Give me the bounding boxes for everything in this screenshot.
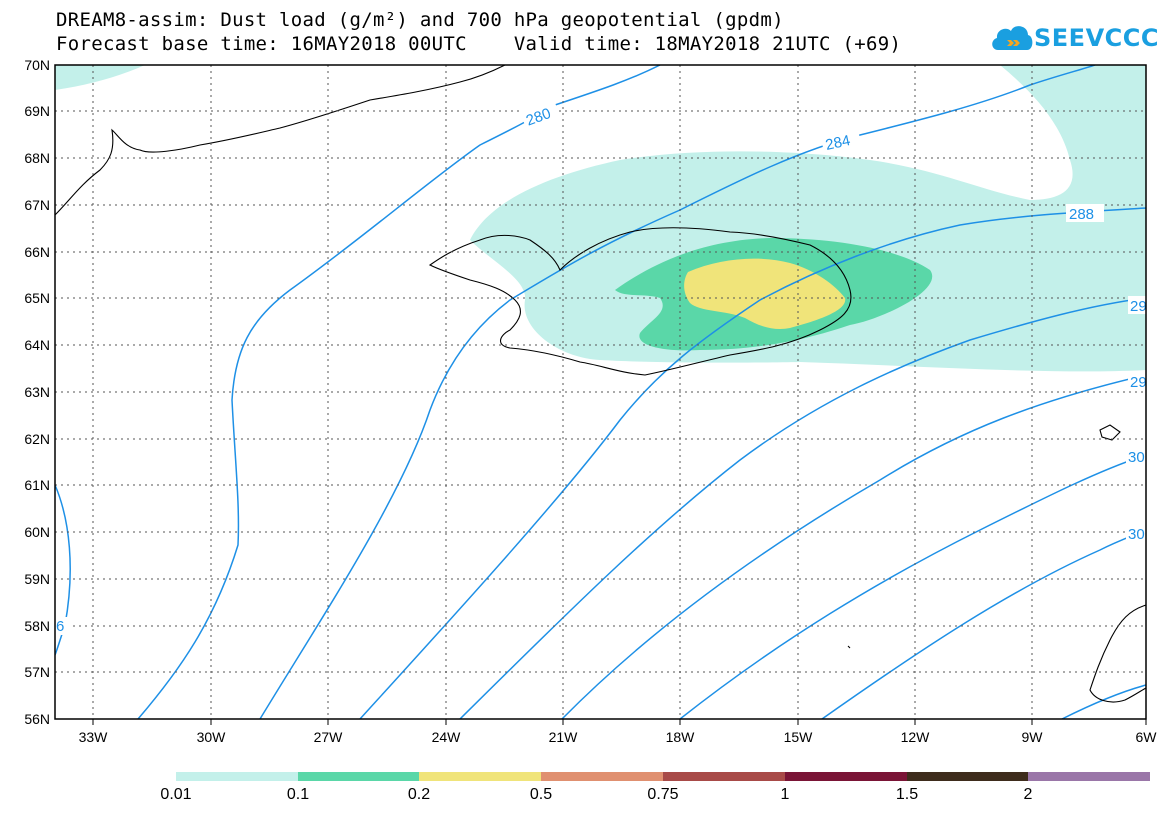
lat-label: 69N xyxy=(24,103,50,119)
colorbar-label: 0.1 xyxy=(286,786,310,803)
colorbar-segment xyxy=(298,772,419,781)
colorbar-label: 0.01 xyxy=(160,786,192,803)
lat-label: 68N xyxy=(24,150,50,166)
lat-label: 67N xyxy=(24,197,50,213)
contour-label: 30 xyxy=(1128,526,1145,543)
lat-label: 60N xyxy=(24,524,50,540)
lon-label: 33W xyxy=(78,729,108,745)
colorbar-segment xyxy=(541,772,663,781)
rockall-dot xyxy=(847,645,851,649)
lon-label: 6W xyxy=(1135,729,1157,745)
axis-ticks xyxy=(92,719,1147,725)
lat-label: 65N xyxy=(24,290,50,306)
colorbar-segment xyxy=(419,772,541,781)
colorbar-label: 1.5 xyxy=(895,786,919,803)
contour-label: 288 xyxy=(1069,206,1094,223)
lon-label: 27W xyxy=(313,729,343,745)
lat-label: 58N xyxy=(24,618,50,634)
colorbar-segment xyxy=(907,772,1028,781)
faroe-coast xyxy=(1099,424,1121,441)
colorbar-segment xyxy=(663,772,785,781)
dust-field-0.2 xyxy=(684,258,846,329)
contour-label: 284 xyxy=(824,132,852,154)
colorbar-label: 2 xyxy=(1023,786,1033,803)
lon-label: 30W xyxy=(196,729,226,745)
geopotential-contours xyxy=(55,65,1146,719)
chart-subtitle: Forecast base time: 16MAY2018 00UTC Vali… xyxy=(56,33,902,55)
contour-label-group: 280 284 288 29 29 30 30 6 xyxy=(55,98,1147,635)
contour-label: 29 xyxy=(1130,298,1147,315)
colorbar-label: 0.5 xyxy=(529,786,553,803)
contour-label: 29 xyxy=(1130,374,1147,391)
colorbar-label: 0.75 xyxy=(647,786,679,803)
lon-label: 24W xyxy=(431,729,461,745)
greenland-coast xyxy=(55,65,506,216)
colorbar-segment xyxy=(1028,772,1150,781)
lat-label: 63N xyxy=(24,384,50,400)
lon-label: 18W xyxy=(665,729,695,745)
lat-label: 66N xyxy=(24,244,50,260)
lat-label: 59N xyxy=(24,571,50,587)
chart-title: DREAM8-assim: Dust load (g/m²) and 700 h… xyxy=(56,9,784,31)
scotland-coast xyxy=(1089,604,1146,703)
colorbar-label: 1 xyxy=(780,786,790,803)
colorbar-segment xyxy=(176,772,298,781)
seevccc-logo: SEEVCCC xyxy=(990,20,1159,60)
lon-label: 21W xyxy=(548,729,578,745)
contour-label: 30 xyxy=(1128,449,1145,466)
contour-label: 6 xyxy=(56,618,64,635)
cloud-icon xyxy=(992,26,1033,50)
colorbar-label: 0.2 xyxy=(407,786,431,803)
logo-text: SEEVCCC xyxy=(1034,24,1159,52)
lat-label: 70N xyxy=(24,57,50,73)
lat-label: 62N xyxy=(24,431,50,447)
lon-label: 9W xyxy=(1021,729,1043,745)
lat-label: 61N xyxy=(24,477,50,493)
lat-label: 57N xyxy=(24,664,50,680)
lat-label: 64N xyxy=(24,337,50,353)
map-frame xyxy=(54,64,1147,720)
graticule xyxy=(55,65,1146,719)
iceland-coast xyxy=(428,227,852,376)
coastlines xyxy=(55,65,1146,703)
colorbar-segment xyxy=(785,772,907,781)
lon-label: 12W xyxy=(900,729,930,745)
lon-label: 15W xyxy=(783,729,813,745)
lat-label: 56N xyxy=(24,711,50,727)
